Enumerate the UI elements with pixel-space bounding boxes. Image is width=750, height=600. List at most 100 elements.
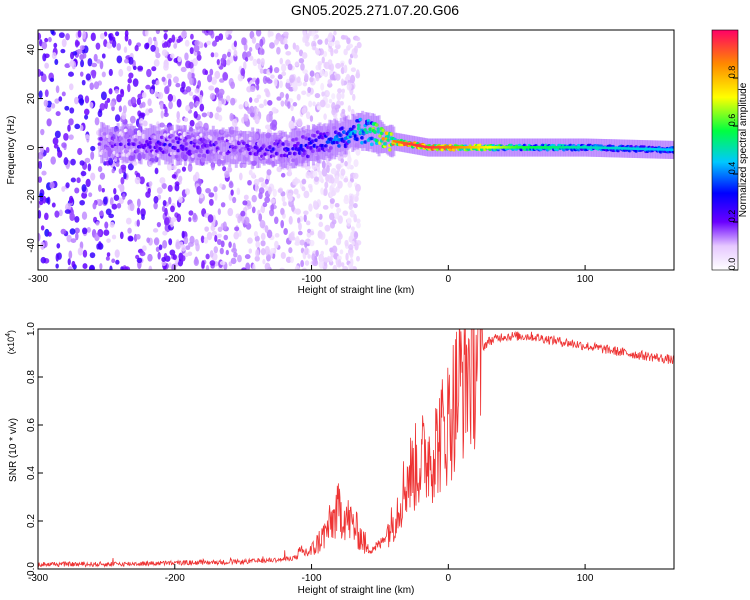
spectrogram-noise-cell <box>213 52 219 58</box>
spectrogram-noise-cell <box>312 200 318 208</box>
spectrogram-core-cell <box>462 146 465 149</box>
spectrogram-core-cell <box>626 147 629 150</box>
spectrogram-noise-cell <box>181 30 187 37</box>
spectrogram-noise-cell <box>286 78 290 84</box>
spectrogram-noise-cell <box>349 252 354 258</box>
spectrogram-noise-cell <box>118 68 124 77</box>
spectrogram-core-cell <box>445 146 449 149</box>
spectrogram-noise-cell <box>347 43 354 49</box>
spectrogram-noise-cell <box>295 208 301 215</box>
spectrogram-noise-cell <box>340 62 345 68</box>
spectrogram-noise-cell <box>220 202 226 208</box>
spectrogram-noise-cell <box>185 60 191 69</box>
spectrogram-noise-cell <box>277 36 284 42</box>
spectrogram-noise-cell <box>214 234 218 243</box>
spectrogram-noise-cell <box>207 74 213 83</box>
spectrogram-noise-cell <box>39 196 44 202</box>
spectrogram-noise-cell <box>300 259 304 268</box>
spectrogram-noise-cell <box>156 222 162 228</box>
spectrogram-noise-cell <box>38 232 41 242</box>
spectrogram-noise-cell <box>347 105 352 112</box>
spectrogram-noise-cell <box>318 213 323 220</box>
spectrogram-noise-cell <box>236 187 241 196</box>
spectrogram-noise-cell <box>335 237 342 246</box>
spectrogram-halo-cell <box>218 129 222 164</box>
spectrogram-noise-cell <box>287 63 293 71</box>
spectrogram-noise-cell <box>45 146 50 154</box>
spectrogram-noise-cell <box>329 255 333 263</box>
spectrogram-noise-cell <box>85 178 91 188</box>
spectrogram-noise-cell <box>217 226 223 233</box>
spectrogram-noise-cell <box>297 230 303 236</box>
spectrogram-halo-cell <box>269 133 273 166</box>
spectrogram-noise-cell <box>55 263 59 269</box>
spectrogram-noise-cell <box>113 194 120 201</box>
spectrogram-noise-cell <box>185 245 191 251</box>
spectrogram-noise-cell <box>283 227 288 235</box>
spectrogram-noise-cell <box>288 167 292 177</box>
spectrogram-noise-cell <box>41 170 47 176</box>
spectrogram-noise-cell <box>279 80 283 89</box>
spectrogram-noise-cell <box>260 232 266 241</box>
spectrogram-core-cell <box>550 146 554 149</box>
spectrogram-noise-cell <box>312 170 318 178</box>
spectrogram-core-cell <box>560 146 564 149</box>
spectrogram-noise-cell <box>111 203 118 210</box>
spectrogram-core-cell <box>495 146 498 149</box>
spectrogram-noise-cell <box>111 258 116 264</box>
spectrogram-noise-cell <box>328 212 335 221</box>
spectrogram-noise-cell <box>68 134 74 140</box>
spectrogram-noise-cell <box>249 97 253 103</box>
spectrogram-core-cell <box>608 146 611 150</box>
spectrogram-noise-cell <box>301 186 306 192</box>
spectrogram-noise-cell <box>162 199 167 207</box>
spectrogram-noise-cell <box>134 176 141 185</box>
spectrogram-noise-cell <box>233 49 238 57</box>
spectrogram-noise-cell <box>266 79 273 84</box>
spectrogram-noise-cell <box>255 30 262 37</box>
spectrogram-core-cell <box>669 148 673 151</box>
spectrogram-noise-cell <box>264 196 271 204</box>
spectrogram-halo-cell <box>316 123 320 163</box>
spectrogram-noise-cell <box>208 192 215 198</box>
spectrogram-noise-cell <box>241 267 247 270</box>
spectrogram-noise-cell <box>162 240 168 249</box>
spectrogram-noise-cell <box>134 44 139 52</box>
spectrogram-noise-cell <box>163 30 169 33</box>
spectrogram-noise-cell <box>130 96 137 106</box>
snr-x-tick-label: 0 <box>446 573 452 584</box>
spectrogram-noise-cell <box>287 101 291 109</box>
spectrogram-noise-cell <box>44 240 48 248</box>
spectrogram-noise-cell <box>46 118 52 127</box>
spectrogram-noise-cell <box>77 30 82 38</box>
spectrogram-noise-cell <box>226 59 231 66</box>
spectrogram-halo-cell <box>187 129 191 162</box>
spectrogram-noise-cell <box>42 53 47 62</box>
spectrogram-halo-cell <box>134 128 138 159</box>
spectrogram-noise-cell <box>109 265 113 270</box>
spectrogram-noise-cell <box>296 76 301 84</box>
spectrogram-core-cell <box>452 146 455 149</box>
spectrogram-noise-cell <box>274 39 280 45</box>
spectrogram-core-cell <box>392 139 396 143</box>
spectrogram-noise-cell <box>329 74 336 81</box>
spectrogram-noise-cell <box>249 47 253 52</box>
spectrogram-noise-cell <box>181 166 187 172</box>
spectrogram-noise-cell <box>355 183 361 193</box>
spectrogram-noise-cell <box>153 196 159 204</box>
snr-x-tick-label: -200 <box>165 573 185 584</box>
snr-x-tick-label: -100 <box>302 573 322 584</box>
spectrogram-core-cell <box>450 146 453 149</box>
spectrogram-halo-cell <box>221 127 225 167</box>
spectrogram-halo-cell <box>223 130 227 163</box>
spectrogram-noise-cell <box>209 260 216 266</box>
spectrogram-noise-cell <box>154 91 159 98</box>
spectrogram-noise-cell <box>335 163 342 170</box>
spectrogram-noise-cell <box>67 258 71 266</box>
spectrogram-noise-cell <box>60 48 66 54</box>
spectrogram-noise-cell <box>291 204 295 212</box>
spectrogram-noise-cell <box>79 160 85 166</box>
spectrogram-noise-cell <box>330 63 335 72</box>
spectrogram-core-cell <box>400 141 404 144</box>
spectrogram-noise-cell <box>58 209 63 217</box>
